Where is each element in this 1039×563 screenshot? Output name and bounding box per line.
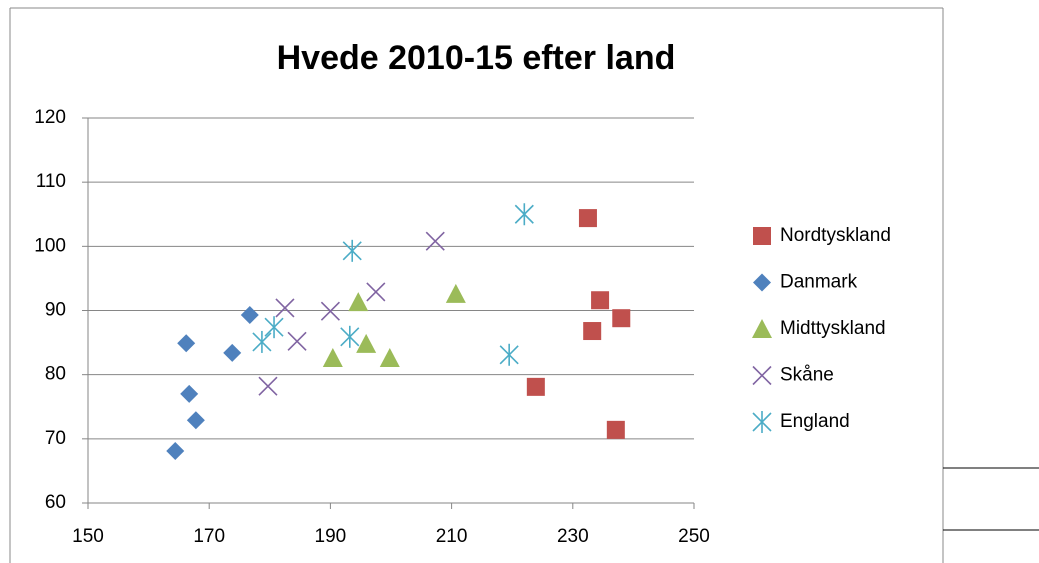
y-tick-label: 110 <box>36 171 66 192</box>
marker <box>499 343 519 366</box>
y-tick-label: 60 <box>45 492 66 513</box>
x-tick-label: 210 <box>436 526 468 547</box>
x-tick-label: 250 <box>678 526 710 547</box>
x-tick-label: 230 <box>557 526 589 547</box>
marker <box>166 442 185 461</box>
marker <box>752 319 772 338</box>
y-tick-label: 70 <box>45 428 66 449</box>
marker <box>752 411 772 433</box>
marker-stroke <box>258 376 278 396</box>
marker <box>753 227 771 245</box>
marker <box>258 376 278 396</box>
marker-stroke <box>275 298 295 318</box>
legend-label: Midttyskland <box>780 318 886 339</box>
marker <box>445 283 466 303</box>
marker <box>425 231 445 251</box>
marker <box>340 325 360 348</box>
marker <box>379 347 400 367</box>
chart-title: Hvede 2010-15 efter land <box>277 39 676 77</box>
marker <box>514 203 534 226</box>
y-tick-label: 120 <box>34 107 66 128</box>
marker <box>356 333 377 353</box>
marker <box>275 298 295 318</box>
marker-stroke <box>752 365 772 386</box>
legend-label: England <box>780 411 850 432</box>
marker <box>240 305 259 324</box>
x-tick-label: 170 <box>193 526 225 547</box>
legend-label: Danmark <box>780 272 858 293</box>
marker <box>322 347 343 367</box>
marker <box>287 331 307 351</box>
marker-stroke <box>425 231 445 251</box>
y-tick-label: 90 <box>45 300 66 321</box>
marker <box>342 239 362 262</box>
marker <box>223 343 242 362</box>
marker-stroke <box>320 301 340 321</box>
marker <box>252 330 272 353</box>
marker <box>526 377 545 396</box>
marker <box>578 209 597 228</box>
legend-label: Skåne <box>780 365 834 386</box>
marker <box>753 273 771 292</box>
marker <box>348 292 369 312</box>
marker <box>612 309 631 328</box>
marker <box>606 420 625 439</box>
marker <box>180 384 199 403</box>
marker <box>264 316 284 339</box>
marker <box>583 322 602 341</box>
x-tick-label: 190 <box>315 526 347 547</box>
marker <box>320 301 340 321</box>
y-tick-label: 80 <box>45 364 66 385</box>
marker <box>752 365 772 386</box>
marker <box>177 334 196 353</box>
marker-stroke <box>287 331 307 351</box>
marker <box>366 282 386 302</box>
y-tick-label: 100 <box>34 235 66 256</box>
x-tick-label: 150 <box>72 526 104 547</box>
legend-label: Nordtyskland <box>780 225 891 246</box>
marker <box>186 411 205 430</box>
marker-stroke <box>366 282 386 302</box>
marker <box>591 291 610 310</box>
